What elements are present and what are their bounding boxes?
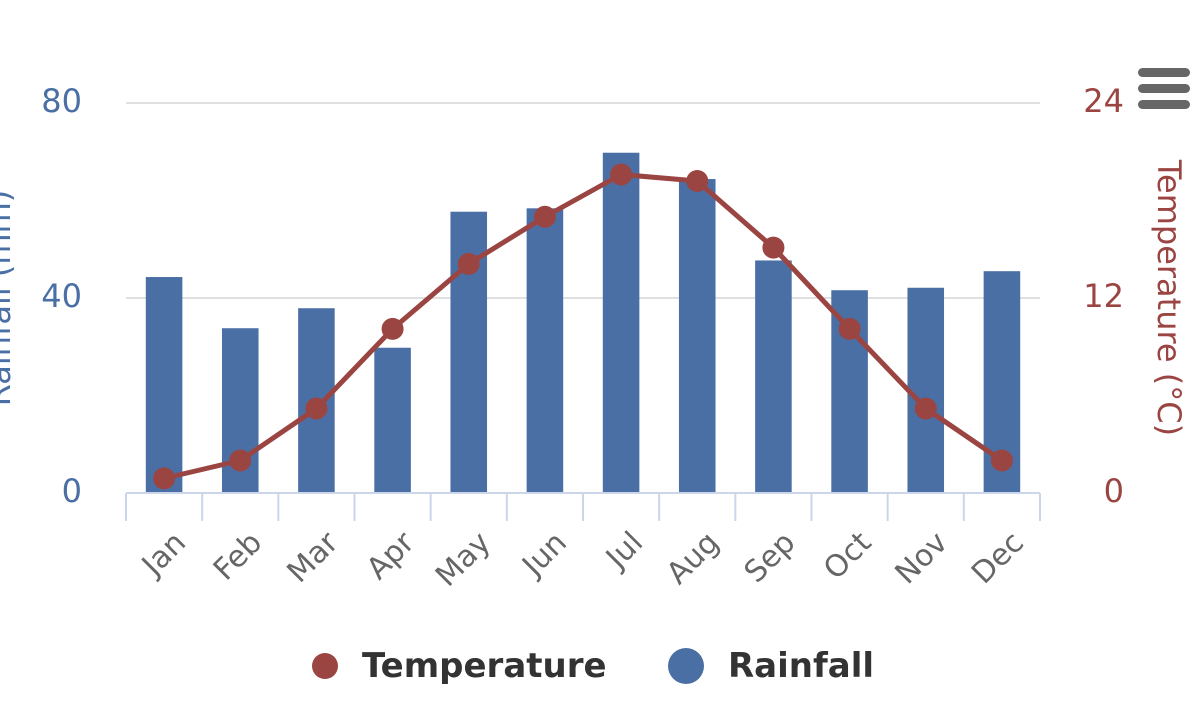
x-label-aug: Aug xyxy=(660,525,726,591)
legend-item-rainfall[interactable]: Rainfall xyxy=(668,636,874,696)
temperature-line xyxy=(153,163,1013,490)
right-y-axis: 0 12 24 xyxy=(1083,82,1124,510)
right-axis-title: Temperature (°C) xyxy=(1150,159,1188,436)
x-label-oct: Oct xyxy=(817,525,879,587)
temperature-point-dec xyxy=(990,449,1013,472)
left-y-tick-80: 80 xyxy=(41,82,82,120)
temperature-point-apr xyxy=(381,317,404,340)
temperature-point-jun xyxy=(533,205,556,228)
x-label-dec: Dec xyxy=(965,525,1031,591)
x-label-may: May xyxy=(429,525,498,594)
left-y-tick-40: 40 xyxy=(41,277,82,315)
legend: Temperature Rainfall xyxy=(0,636,1200,696)
x-label-jan: Jan xyxy=(134,525,193,584)
x-label-jul: Jul xyxy=(598,525,650,577)
rainfall-bars xyxy=(145,152,1021,494)
rainfall-bar-jan xyxy=(145,277,183,493)
rainfall-legend-dot xyxy=(668,648,704,684)
temperature-point-jul xyxy=(610,163,633,186)
legend-label-rainfall: Rainfall xyxy=(728,646,875,686)
left-y-tick-0: 0 xyxy=(62,472,82,510)
grid-lines xyxy=(126,102,1040,299)
temperature-point-sep xyxy=(762,236,785,259)
x-label-nov: Nov xyxy=(889,525,955,591)
hamburger-menu-icon[interactable] xyxy=(1134,66,1194,112)
rainfall-bar-sep xyxy=(755,260,792,493)
temperature-point-nov xyxy=(914,397,937,420)
temperature-point-feb xyxy=(229,449,252,472)
temperature-point-mar xyxy=(305,397,328,420)
legend-item-temperature[interactable]: Temperature xyxy=(312,636,607,696)
temperature-point-oct xyxy=(838,317,861,340)
right-y-tick-24: 24 xyxy=(1083,82,1124,120)
temperature-series-line xyxy=(163,172,1004,481)
left-axis-title: Rainfall (mm) xyxy=(0,190,18,406)
rainfall-bar-jun xyxy=(526,208,564,494)
x-label-feb: Feb xyxy=(207,525,269,587)
x-label-jun: Jun xyxy=(515,525,574,584)
x-label-sep: Sep xyxy=(738,525,803,590)
axes xyxy=(125,492,1041,521)
left-y-axis: 0 40 80 xyxy=(41,82,82,510)
x-label-apr: Apr xyxy=(360,525,422,587)
legend-label-temperature: Temperature xyxy=(362,646,607,686)
temperature-point-aug xyxy=(686,170,709,192)
temperature-legend-dot xyxy=(312,653,338,679)
temperature-point-may xyxy=(457,252,480,275)
rainfall-bar-apr xyxy=(374,347,411,493)
right-y-tick-0: 0 xyxy=(1104,472,1124,510)
right-y-tick-12: 12 xyxy=(1083,277,1124,315)
rainfall-bar-jul xyxy=(602,152,640,493)
x-axis-labels: Jan Feb Mar Apr May Jun Jul Aug Sep Oct Nov Dec xyxy=(134,525,1031,594)
x-label-mar: Mar xyxy=(281,525,346,590)
rainfall-bar-aug xyxy=(678,179,716,494)
rainfall-bar-nov xyxy=(907,287,945,493)
temperature-point-jan xyxy=(153,467,176,490)
